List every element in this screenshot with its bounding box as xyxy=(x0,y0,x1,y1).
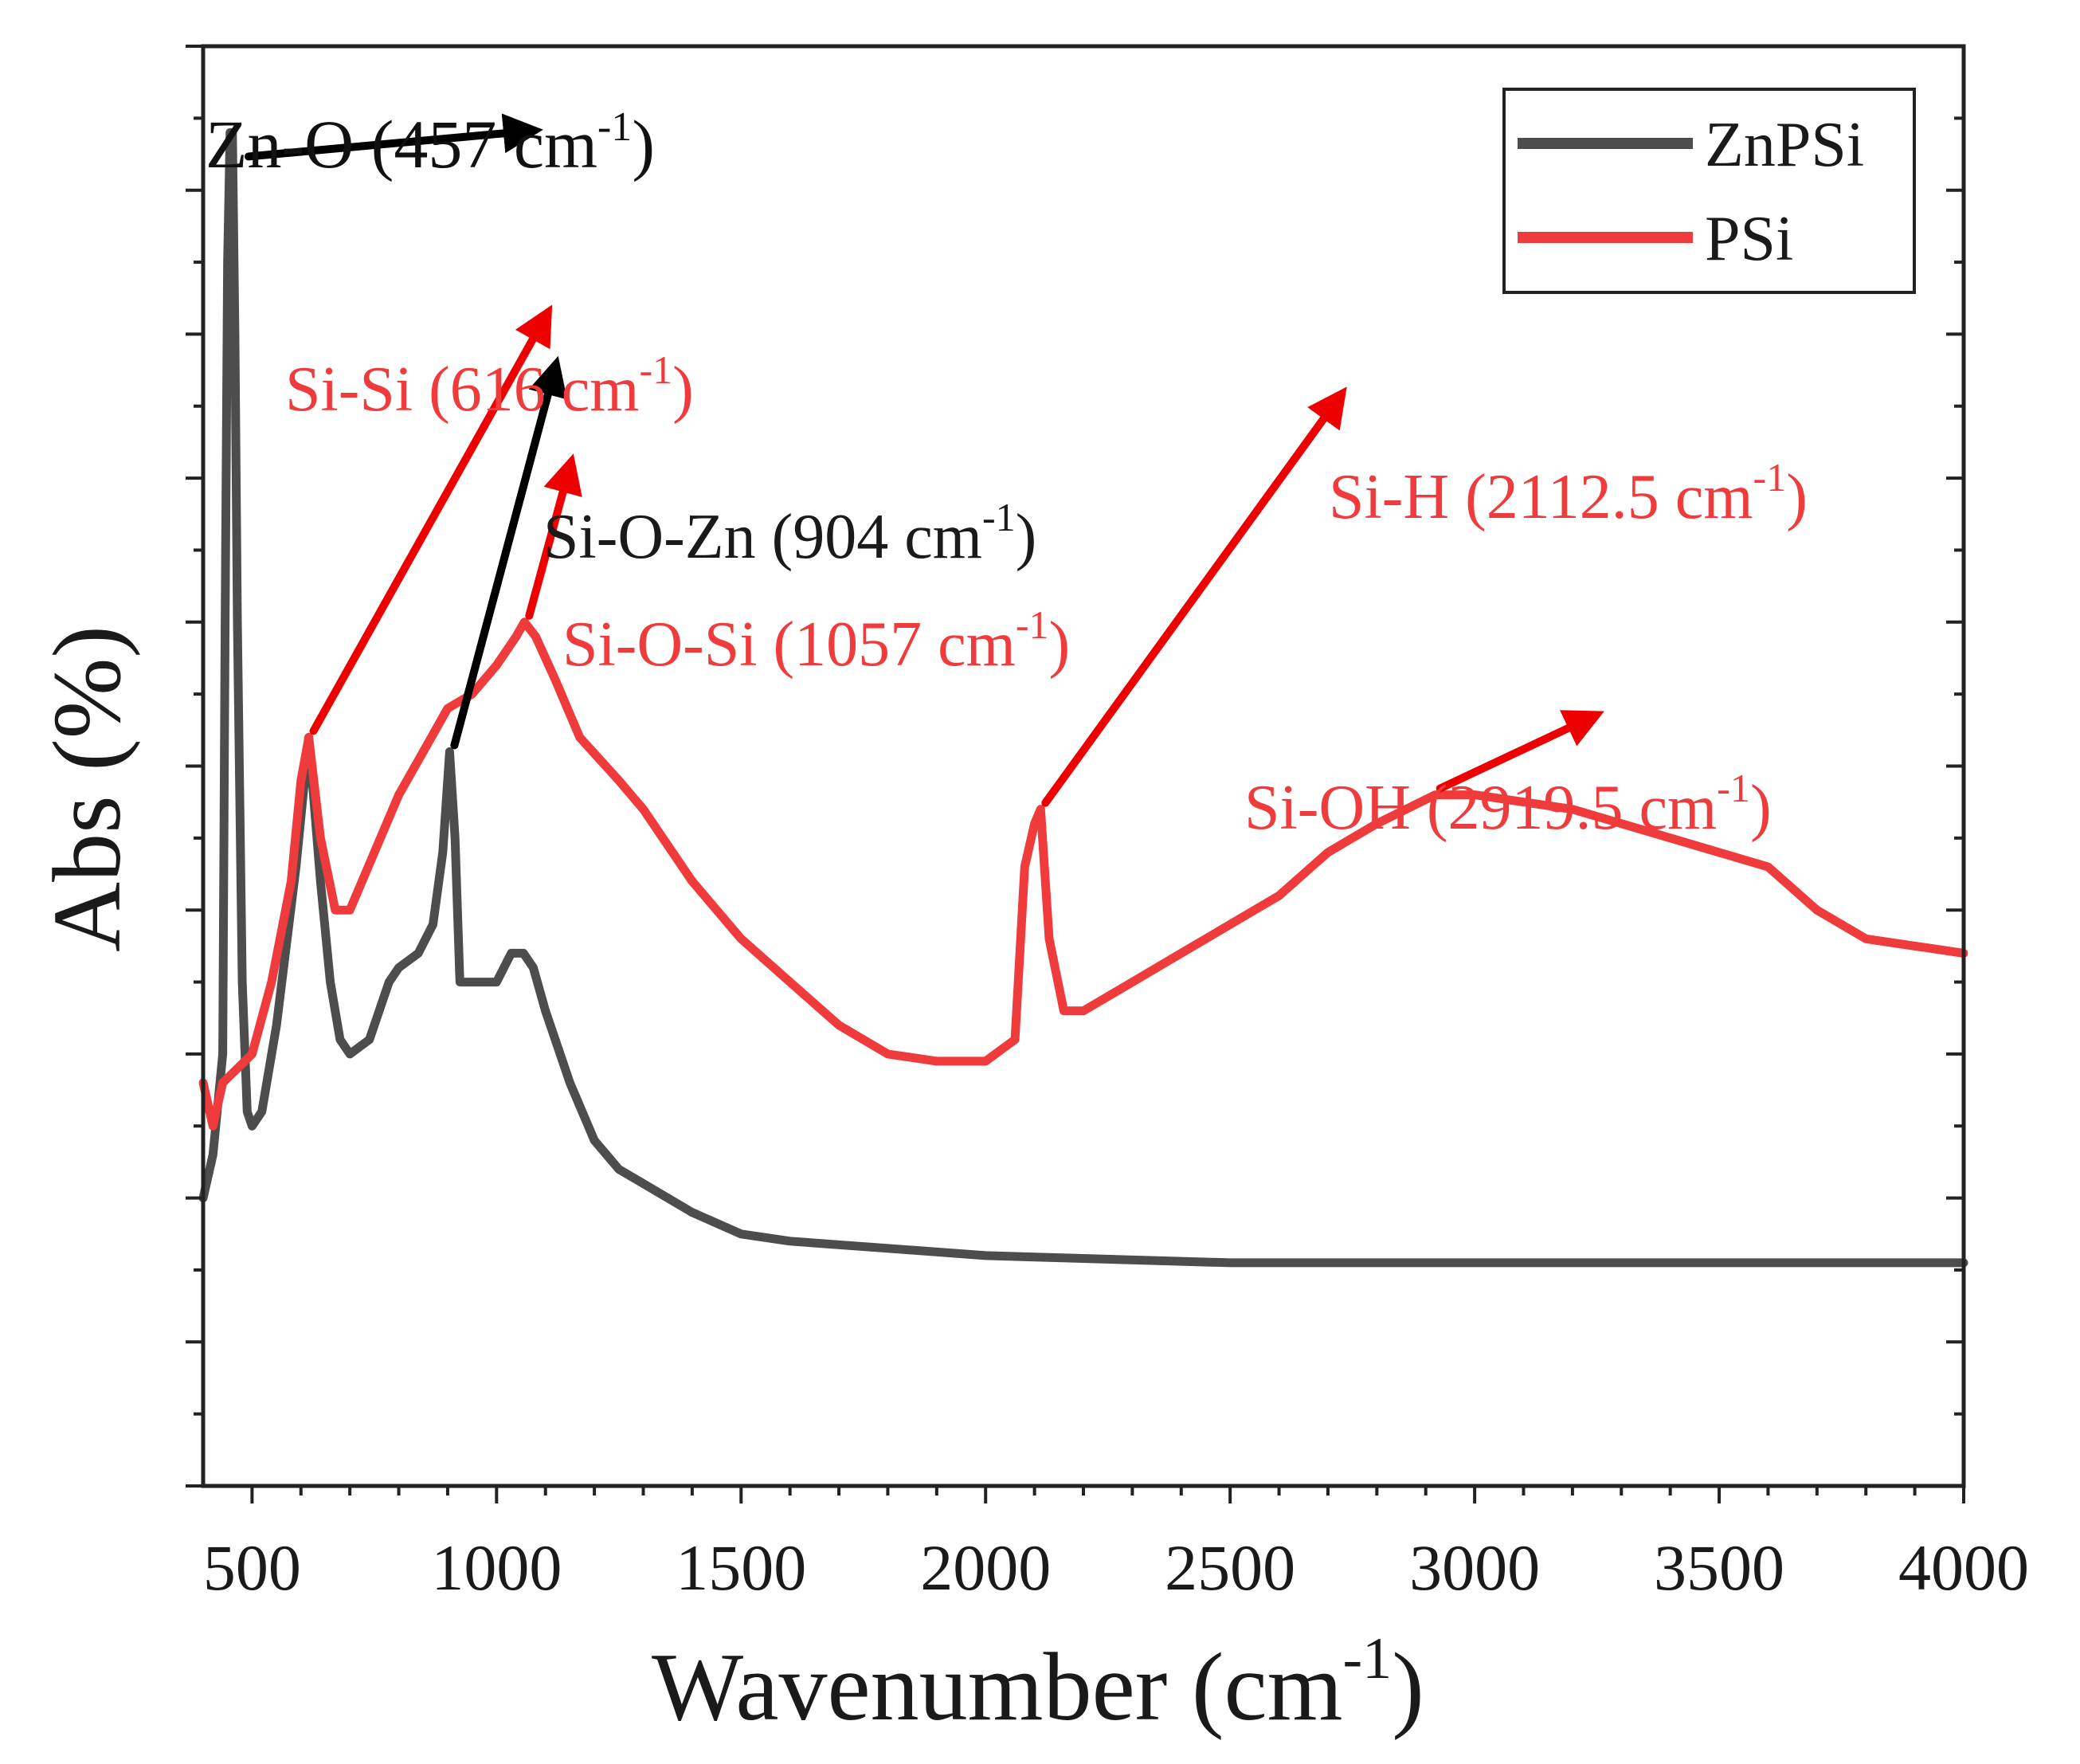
x-tick-label: 2000 xyxy=(920,1531,1051,1604)
x-tick-label: 500 xyxy=(203,1531,301,1604)
annotation-si-o-si: Si-O-Si (1057 cm-1) xyxy=(562,602,1070,680)
x-tick-label: 3000 xyxy=(1409,1531,1540,1604)
legend-label-znpsi: ZnPSi xyxy=(1705,110,1864,180)
annotation-arrow-5 xyxy=(1436,710,1604,793)
series-line-psi xyxy=(198,617,1968,1131)
series-layer xyxy=(198,127,1968,1268)
annotation-arrow-4 xyxy=(1041,386,1347,807)
x-tick-labels: 500 1000 1500 2000 2500 3000 3500 4000 xyxy=(203,1531,2029,1604)
legend-label-psi: PSi xyxy=(1705,204,1793,274)
annotation-arrow-0 xyxy=(244,113,543,161)
x-tick-label: 1500 xyxy=(676,1531,806,1604)
annotation-si-si: Si-Si (616 cm-1) xyxy=(285,347,694,425)
x-tick-label: 1000 xyxy=(431,1531,562,1604)
x-tick-label: 3500 xyxy=(1654,1531,1784,1604)
annotation-si-h: Si-H (2112.5 cm-1) xyxy=(1329,455,1808,532)
annotation-arrow-1 xyxy=(309,304,553,735)
annotation-arrow-3 xyxy=(525,453,582,620)
series-line-znpsi xyxy=(198,127,1968,1268)
legend: ZnPSi PSi xyxy=(1502,88,1916,294)
annotation-arrows xyxy=(244,113,1604,807)
annotation-si-oh: Si-OH (2919.5 cm-1) xyxy=(1244,766,1772,843)
annotations: Zn-O (457 cm-1) Si-Si (616 cm-1) Si-O-Zn… xyxy=(206,104,1808,843)
y-axis-label: Abs (%) xyxy=(33,625,141,952)
axis-ticks xyxy=(186,45,1965,1503)
annotation-zn-o: Zn-O (457 cm-1) xyxy=(206,104,655,182)
legend-box xyxy=(1502,88,1916,294)
x-tick-label: 4000 xyxy=(1898,1531,2029,1604)
x-axis-label: Wavenumber (cm-1) xyxy=(652,1626,1424,1741)
x-tick-label: 2500 xyxy=(1165,1531,1295,1604)
annotation-arrow-2 xyxy=(450,355,567,750)
annotation-si-o-zn: Si-O-Zn (904 cm-1) xyxy=(543,495,1036,572)
